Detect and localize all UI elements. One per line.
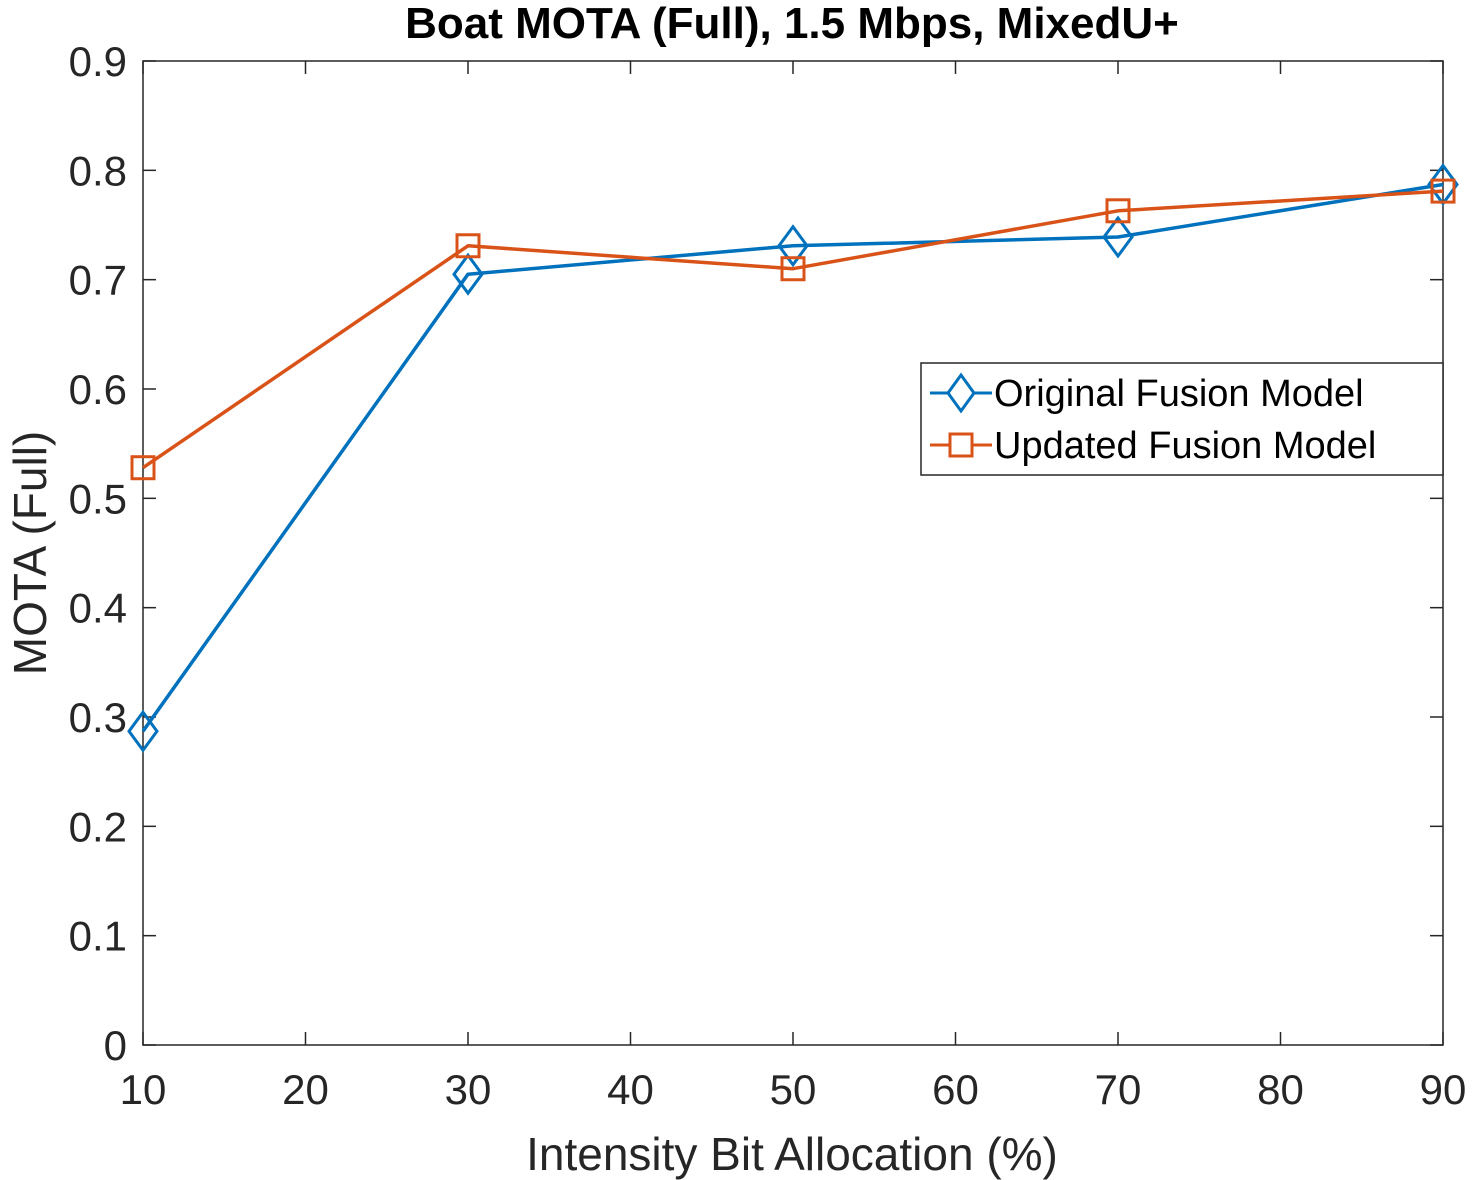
series-line-updated-fusion-model (142, 189, 1444, 470)
data-point-updated-fusion-model (455, 233, 481, 259)
data-point-original-fusion-model (777, 224, 809, 268)
axis-ticks: 10 20 30 40 50 60 70 80 90 0 0.1 0.2 0.3 0.4 0.5 0.6 0.7… (69, 38, 1467, 1113)
y-tick-label: 0.3 (69, 694, 127, 741)
y-tick-label: 0.4 (69, 585, 127, 632)
x-tick-label: 60 (932, 1066, 979, 1113)
x-tick-label: 70 (1095, 1066, 1142, 1113)
x-tick-label: 30 (445, 1066, 492, 1113)
y-tick-label: 0 (104, 1022, 127, 1069)
x-tick-label: 20 (282, 1066, 329, 1113)
y-tick-label: 0.1 (69, 913, 127, 960)
series-line-original-fusion-model (141, 182, 1444, 733)
y-axis-title: MOTA (Full) (4, 431, 56, 675)
x-tick-label: 10 (120, 1066, 167, 1113)
data-point-updated-fusion-model (1430, 178, 1456, 204)
y-tick-label: 0.9 (69, 38, 127, 85)
y-tick-label: 0.2 (69, 803, 127, 850)
legend-label-updated: Updated Fusion Model (994, 425, 1376, 467)
series-layer (127, 163, 1459, 753)
legend: Original Fusion Model Updated Fusion Mod… (920, 362, 1444, 476)
data-point-original-fusion-model (452, 252, 484, 296)
y-tick-label: 0.8 (69, 147, 127, 194)
legend-marker-original-icon (946, 372, 976, 414)
data-point-original-fusion-model (1102, 215, 1134, 259)
y-tick-label: 0.6 (69, 366, 127, 413)
x-tick-label: 80 (1257, 1066, 1304, 1113)
chart-title: Boat MOTA (Full), 1.5 Mbps, MixedU+ (405, 0, 1179, 48)
x-tick-label: 40 (607, 1066, 654, 1113)
plot-area (142, 60, 1444, 1046)
data-point-updated-fusion-model (130, 455, 156, 481)
x-axis-title: Intensity Bit Allocation (%) (526, 1128, 1058, 1180)
data-point-updated-fusion-model (780, 256, 806, 282)
legend-label-original: Original Fusion Model (994, 373, 1364, 415)
y-tick-label: 0.5 (69, 475, 127, 522)
legend-box (920, 362, 1444, 476)
x-tick-label: 90 (1420, 1066, 1467, 1113)
data-point-updated-fusion-model (1105, 198, 1131, 224)
y-tick-label: 0.7 (69, 257, 127, 304)
data-point-original-fusion-model (127, 709, 159, 753)
legend-marker-updated-icon (948, 432, 974, 458)
x-tick-label: 50 (770, 1066, 817, 1113)
